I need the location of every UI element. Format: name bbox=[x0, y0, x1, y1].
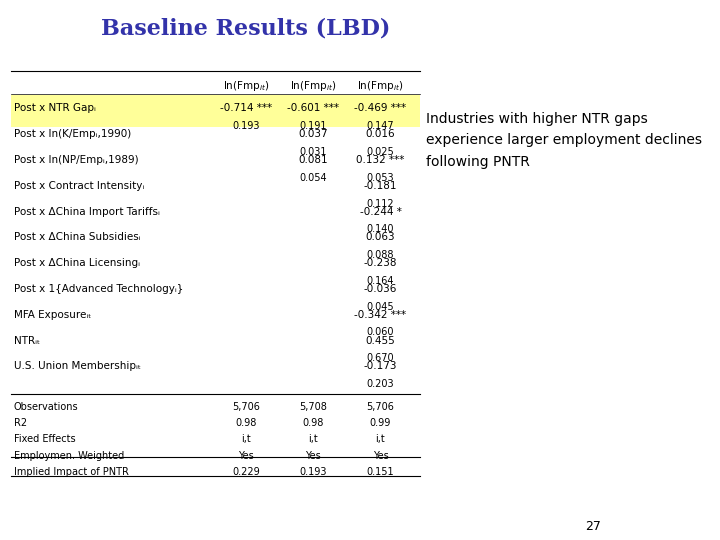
Text: i,t: i,t bbox=[241, 434, 251, 444]
Text: i,t: i,t bbox=[308, 434, 318, 444]
Text: -0.181: -0.181 bbox=[364, 181, 397, 191]
Text: 0.016: 0.016 bbox=[366, 129, 395, 139]
Text: Post x ΔChina Import Tariffsᵢ: Post x ΔChina Import Tariffsᵢ bbox=[14, 207, 160, 217]
Text: Employmen. Weighted: Employmen. Weighted bbox=[14, 450, 124, 461]
Text: 0.132 ***: 0.132 *** bbox=[356, 155, 405, 165]
Text: 0.191: 0.191 bbox=[300, 121, 327, 131]
Text: NTRᵢₜ: NTRᵢₜ bbox=[14, 335, 40, 346]
Text: 0.140: 0.140 bbox=[366, 224, 395, 234]
Text: -0.244 *: -0.244 * bbox=[359, 207, 402, 217]
Text: 0.081: 0.081 bbox=[298, 155, 328, 165]
Text: 0.031: 0.031 bbox=[300, 147, 327, 157]
Text: 0.054: 0.054 bbox=[300, 173, 327, 183]
Text: 0.112: 0.112 bbox=[366, 199, 395, 208]
Text: Yes: Yes bbox=[305, 450, 321, 461]
Text: 0.151: 0.151 bbox=[366, 467, 395, 477]
Text: -0.469 ***: -0.469 *** bbox=[354, 104, 407, 113]
Text: Post x ln(K/Empᵢ,1990): Post x ln(K/Empᵢ,1990) bbox=[14, 129, 131, 139]
Text: Post x Contract Intensityᵢ: Post x Contract Intensityᵢ bbox=[14, 181, 144, 191]
Text: ln(Fmp$_{it}$): ln(Fmp$_{it}$) bbox=[290, 79, 336, 93]
Text: 0.203: 0.203 bbox=[366, 379, 395, 389]
Text: 5,706: 5,706 bbox=[366, 402, 395, 412]
Text: 0.193: 0.193 bbox=[233, 121, 260, 131]
Text: Post x ΔChina Subsidiesᵢ: Post x ΔChina Subsidiesᵢ bbox=[14, 232, 140, 242]
Text: Observations: Observations bbox=[14, 402, 78, 412]
Text: Yes: Yes bbox=[238, 450, 254, 461]
Text: 0.025: 0.025 bbox=[366, 147, 395, 157]
Text: 0.670: 0.670 bbox=[366, 353, 395, 363]
Text: Implied Impact of PNTR: Implied Impact of PNTR bbox=[14, 467, 128, 477]
Text: 0.060: 0.060 bbox=[366, 327, 395, 338]
Text: -0.036: -0.036 bbox=[364, 284, 397, 294]
Text: 0.053: 0.053 bbox=[366, 173, 395, 183]
Text: 0.193: 0.193 bbox=[300, 467, 327, 477]
Text: 0.088: 0.088 bbox=[366, 250, 395, 260]
Text: Post x NTR Gapᵢ: Post x NTR Gapᵢ bbox=[14, 104, 96, 113]
Text: Post x ΔChina Licensingᵢ: Post x ΔChina Licensingᵢ bbox=[14, 258, 140, 268]
Text: Industries with higher NTR gaps
experience larger employment declines
following : Industries with higher NTR gaps experien… bbox=[426, 112, 702, 169]
Text: Yes: Yes bbox=[372, 450, 388, 461]
Text: 0.147: 0.147 bbox=[366, 121, 395, 131]
Text: 0.045: 0.045 bbox=[366, 302, 395, 312]
Text: -0.342 ***: -0.342 *** bbox=[354, 310, 407, 320]
Text: Post x ln(NP/Empᵢ,1989): Post x ln(NP/Empᵢ,1989) bbox=[14, 155, 138, 165]
Text: Post x 1{Advanced Technologyᵢ}: Post x 1{Advanced Technologyᵢ} bbox=[14, 284, 183, 294]
Text: 0.98: 0.98 bbox=[235, 418, 256, 428]
Text: ln(Fmp$_{it}$): ln(Fmp$_{it}$) bbox=[222, 79, 269, 93]
Text: 5,708: 5,708 bbox=[300, 402, 327, 412]
Text: -0.173: -0.173 bbox=[364, 361, 397, 372]
Text: -0.714 ***: -0.714 *** bbox=[220, 104, 272, 113]
Text: -0.238: -0.238 bbox=[364, 258, 397, 268]
Text: 0.455: 0.455 bbox=[366, 335, 395, 346]
Text: 27: 27 bbox=[585, 520, 600, 533]
Text: ln(Fmp$_{it}$): ln(Fmp$_{it}$) bbox=[357, 79, 404, 93]
Text: Fixed Effects: Fixed Effects bbox=[14, 434, 76, 444]
Text: 0.164: 0.164 bbox=[366, 276, 395, 286]
Text: 0.063: 0.063 bbox=[366, 232, 395, 242]
Text: U.S. Union Membershipᵢₜ: U.S. Union Membershipᵢₜ bbox=[14, 361, 140, 372]
Text: MFA Exposureᵢₜ: MFA Exposureᵢₜ bbox=[14, 310, 91, 320]
Bar bbox=[11, 95, 420, 126]
Text: i,t: i,t bbox=[376, 434, 385, 444]
Text: 0.99: 0.99 bbox=[370, 418, 391, 428]
Text: 0.229: 0.229 bbox=[232, 467, 260, 477]
Text: R2: R2 bbox=[14, 418, 27, 428]
Text: -0.601 ***: -0.601 *** bbox=[287, 104, 339, 113]
Text: 0.98: 0.98 bbox=[302, 418, 324, 428]
Text: 5,706: 5,706 bbox=[232, 402, 260, 412]
Text: 0.037: 0.037 bbox=[298, 129, 328, 139]
Text: Baseline Results (LBD): Baseline Results (LBD) bbox=[102, 17, 391, 39]
